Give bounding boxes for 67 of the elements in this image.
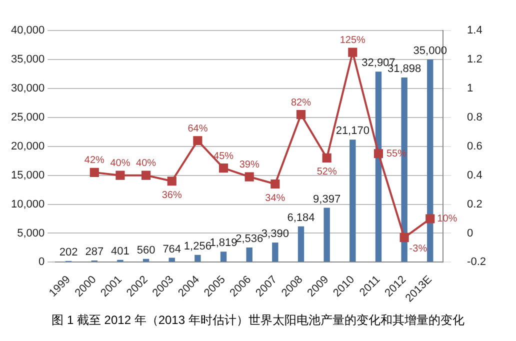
y-tick-label: 35,000 <box>10 54 45 66</box>
data-label: 401 <box>111 245 130 258</box>
data-label: 36% <box>162 190 182 201</box>
y2-tick-label: -0.2 <box>467 256 486 268</box>
data-label: 125% <box>340 35 366 46</box>
y2-tick-label: 0.2 <box>467 198 482 210</box>
y2-tick-label: 0.6 <box>467 140 482 152</box>
data-label: -3% <box>409 243 428 254</box>
bar <box>298 226 304 262</box>
bar <box>246 247 252 262</box>
bar <box>272 242 278 262</box>
data-label: 560 <box>136 244 156 256</box>
data-label: 21,170 <box>336 125 370 138</box>
data-label: 40% <box>110 158 130 170</box>
data-label: 64% <box>188 123 208 134</box>
point <box>348 48 358 57</box>
data-label: 1,256 <box>184 240 212 252</box>
data-label: 1,819 <box>210 237 238 250</box>
data-label: 6,184 <box>287 212 315 224</box>
data-label: 3,390 <box>261 228 289 240</box>
point <box>116 170 125 180</box>
bar <box>324 208 330 262</box>
point <box>90 168 99 177</box>
data-label: 45% <box>214 150 234 162</box>
data-label: 42% <box>84 155 104 166</box>
point <box>296 110 306 120</box>
data-label: 52% <box>316 166 337 178</box>
bar <box>427 60 434 262</box>
bar <box>220 252 227 262</box>
y-tick-label: 40,000 <box>10 24 45 37</box>
point <box>374 149 384 158</box>
point <box>167 176 176 186</box>
y-tick-label: 25,000 <box>10 111 45 124</box>
point <box>400 233 409 242</box>
y2-tick-label: 0 <box>467 227 474 240</box>
y2-tick-label: 1.2 <box>467 54 482 66</box>
y2-tick-label: 1.4 <box>467 24 482 37</box>
y2-tick-label: 1 <box>467 82 474 95</box>
data-label: 764 <box>162 243 182 256</box>
bar <box>350 140 356 262</box>
data-label: 287 <box>85 246 104 258</box>
y-tick-label: 15,000 <box>10 169 45 182</box>
data-label: 2,536 <box>236 233 264 246</box>
point <box>270 179 280 189</box>
point <box>426 214 435 224</box>
y-tick-label: 30,000 <box>10 82 45 95</box>
data-label: 40% <box>136 158 156 170</box>
data-label: 35,000 <box>413 45 447 58</box>
bar <box>194 254 201 262</box>
point <box>218 164 228 173</box>
y-tick-label: 0 <box>38 256 45 268</box>
y-tick-label: 10,000 <box>10 198 45 210</box>
data-label: 39% <box>239 160 260 171</box>
data-label: 34% <box>265 192 286 204</box>
bar <box>375 72 382 262</box>
y-tick-label: 20,000 <box>10 140 45 152</box>
point <box>322 153 332 162</box>
point <box>193 136 202 146</box>
point <box>244 172 254 182</box>
y2-tick-label: 0.8 <box>467 111 482 124</box>
data-label: 202 <box>59 246 78 259</box>
point <box>142 170 151 180</box>
data-label: 9,397 <box>313 193 341 206</box>
caption: 图 1 截至 2012 年（2013 年时估计）世界太阳电池产量的变化和其增量的变化 <box>50 312 466 329</box>
y2-tick-label: 0.4 <box>467 169 482 182</box>
y-tick-label: 5,000 <box>17 227 45 240</box>
data-label: 82% <box>290 97 312 108</box>
